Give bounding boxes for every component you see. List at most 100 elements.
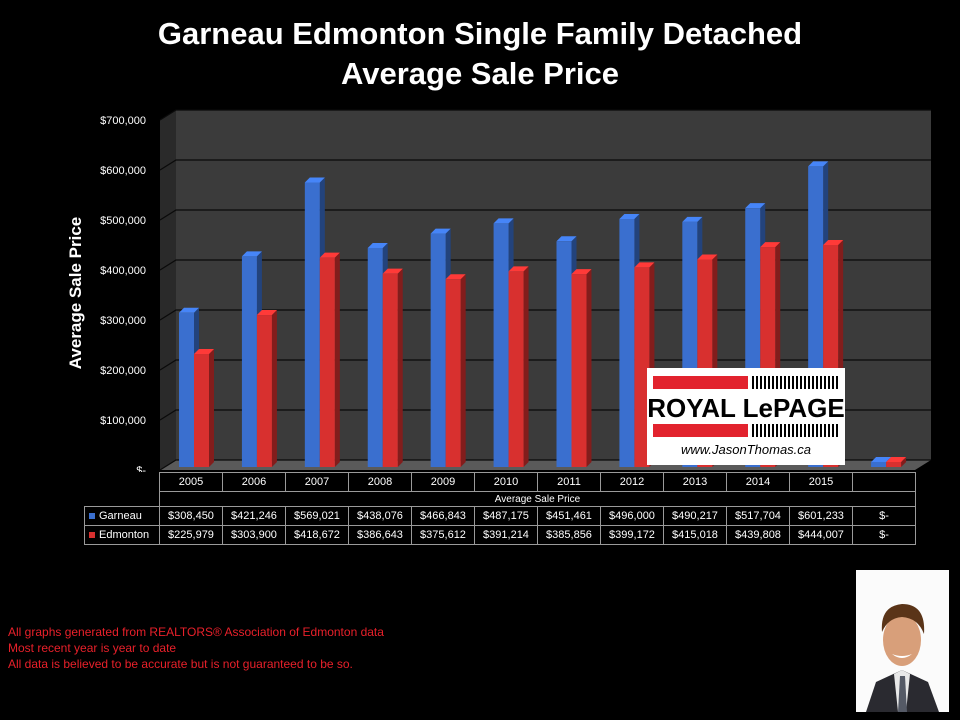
bar-edmonton-2009: [445, 274, 466, 467]
table-year: 2010: [474, 472, 538, 492]
agent-photo: [856, 570, 949, 712]
bar-top: [571, 269, 592, 275]
y-tick-label: $400,000: [100, 265, 146, 277]
bar-top: [745, 203, 766, 209]
table-cell: $569,021: [285, 506, 349, 526]
bar-top: [256, 310, 277, 316]
x-axis-title-row: Average Sale Price: [85, 491, 916, 507]
logo-url: www.JasonThomas.ca: [680, 442, 812, 457]
royal-lepage-logo: ROYAL LePAGE www.JasonThomas.ca: [647, 368, 845, 465]
bar-side: [901, 457, 907, 467]
bar-front: [241, 256, 257, 467]
x-axis-label: Average Sale Price: [159, 491, 916, 507]
bar-side: [397, 268, 403, 467]
title-line-2: Average Sale Price: [340, 56, 620, 91]
gridline: [159, 309, 931, 321]
chart-title: Garneau Edmonton Single Family Detached …: [0, 14, 960, 94]
table-cell: $391,214: [474, 525, 538, 545]
bar-front: [493, 223, 509, 467]
bar-side: [209, 349, 214, 467]
table-cell: $399,172: [600, 525, 664, 545]
bar-top: [886, 457, 907, 462]
y-tick-label: $300,000: [100, 315, 146, 327]
gridline: [159, 259, 931, 271]
bar-front: [634, 267, 650, 467]
bar-front: [571, 274, 587, 467]
legend-label: Garneau: [99, 510, 142, 522]
table-year: [852, 472, 916, 492]
table-cell: $466,843: [411, 506, 475, 526]
y-tick-label: $500,000: [100, 215, 146, 227]
y-tick-label: $-: [136, 465, 146, 472]
footnotes: All graphs generated from REALTORS® Asso…: [8, 624, 384, 672]
gridline: [159, 159, 931, 171]
table-cell: $487,175: [474, 506, 538, 526]
table-cell: $385,856: [537, 525, 601, 545]
bar-top: [382, 268, 403, 274]
y-tick-label: $100,000: [100, 415, 146, 427]
bar-top: [194, 349, 214, 355]
bar-front: [179, 312, 194, 467]
table-year: 2013: [663, 472, 727, 492]
bar-edmonton-2008: [382, 268, 403, 467]
bar-side: [523, 266, 529, 467]
bar-top: [808, 161, 829, 167]
table-cell: $451,461: [537, 506, 601, 526]
bar-top: [508, 266, 529, 272]
table-cell: $439,808: [726, 525, 790, 545]
bar-top: [319, 252, 340, 258]
bar-top: [871, 457, 892, 462]
footnote: All data is believed to be accurate but …: [8, 657, 353, 671]
legend-garneau: Garneau: [84, 506, 160, 526]
footnote: All graphs generated from REALTORS® Asso…: [8, 625, 384, 639]
bar-front: [556, 241, 572, 467]
bar-top: [634, 262, 655, 268]
table-cell: $303,900: [222, 525, 286, 545]
bar-side: [271, 310, 277, 467]
logo-red-bar: [653, 424, 748, 437]
table-cell: $-: [852, 525, 916, 545]
table-cell: $421,246: [222, 506, 286, 526]
bar-top: [241, 251, 262, 257]
logo-name: ROYAL LePAGE: [647, 393, 845, 423]
bar-edmonton-2011: [571, 269, 592, 467]
table-year: 2014: [726, 472, 790, 492]
bar-top: [493, 218, 514, 224]
bar-top: [682, 216, 703, 222]
bar-top: [445, 274, 466, 280]
table-year: 2007: [285, 472, 349, 492]
table-cell: $601,233: [789, 506, 853, 526]
bar-front: [367, 247, 383, 467]
data-table: 2005 2006 2007 2008 2009 2010 2011 2012 …: [84, 472, 916, 545]
bar-top: [619, 214, 640, 219]
gridline: [159, 209, 931, 221]
bar-top: [556, 236, 577, 242]
legend-edmonton: Edmonton: [84, 525, 160, 545]
footnote: Most recent year is year to date: [8, 641, 177, 655]
table-year: 2008: [348, 472, 412, 492]
garneau-swatch: [89, 513, 95, 520]
table-cell: $444,007: [789, 525, 853, 545]
bar-edmonton-extra: [886, 457, 907, 467]
table-cell: $496,000: [600, 506, 664, 526]
bar-front: [886, 462, 902, 467]
bar-front: [445, 279, 461, 467]
logo-stripes: [752, 424, 840, 437]
table-year: 2009: [411, 472, 475, 492]
table-row-edmonton: Edmonton $225,979 $303,900 $418,672 $386…: [84, 525, 916, 545]
bar-side: [460, 274, 466, 467]
bar-front: [194, 354, 209, 467]
table-cell: $375,612: [411, 525, 475, 545]
logo-stripes: [752, 376, 840, 389]
table-cell: $308,450: [159, 506, 223, 526]
table-year: 2012: [600, 472, 664, 492]
bar-top: [430, 228, 451, 234]
bar-front: [619, 219, 635, 467]
chart-side-wall: [160, 110, 176, 470]
bar-front: [382, 273, 398, 467]
bar-front: [871, 462, 887, 467]
y-tick-label: $600,000: [100, 165, 146, 177]
bar-front: [319, 257, 335, 467]
table-cell: $225,979: [159, 525, 223, 545]
bar-edmonton-2005: [194, 349, 214, 467]
